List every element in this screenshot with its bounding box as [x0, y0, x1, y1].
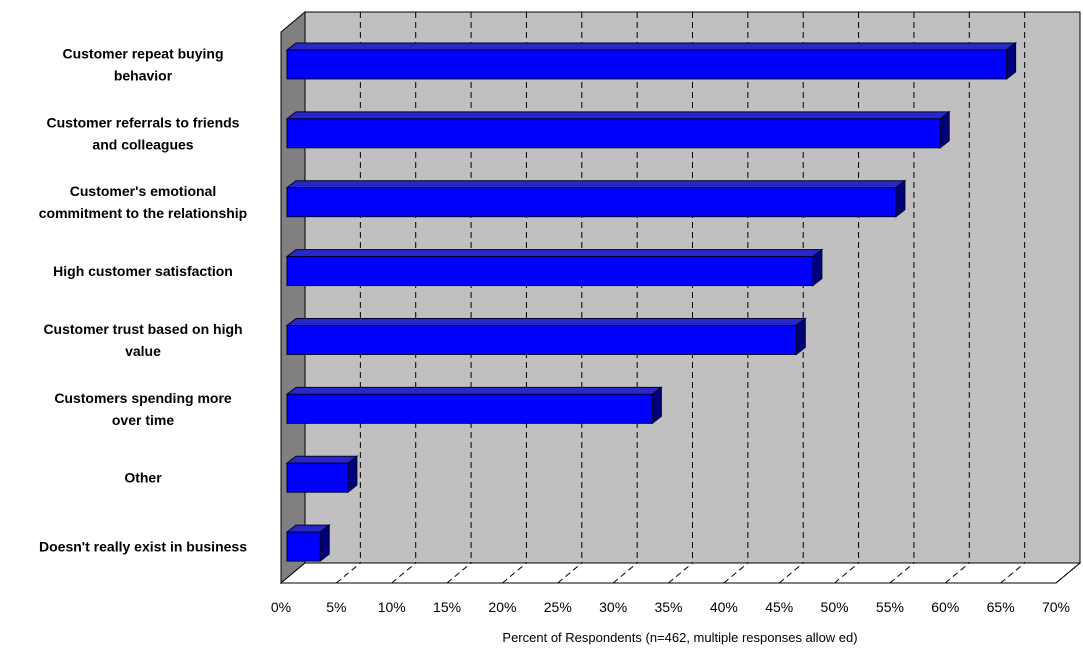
category-label: Customers spending more over time: [54, 390, 232, 428]
x-tick-label: 10%: [378, 599, 406, 615]
gridline-floor: [834, 562, 859, 584]
bar-side: [812, 248, 823, 287]
x-tick-label: 50%: [821, 599, 849, 615]
gridline-floor: [612, 562, 638, 584]
gridline-floor: [778, 562, 804, 584]
bar-side: [1006, 41, 1017, 80]
x-tick-label: 25%: [544, 599, 572, 615]
x-tick-label: 45%: [765, 599, 793, 615]
category-label: High customer satisfaction: [53, 263, 233, 279]
x-tick-label: 15%: [433, 599, 461, 615]
gridline-floor: [944, 562, 970, 584]
gridline-floor: [723, 562, 749, 584]
bar-front: [286, 49, 1008, 80]
gridline-floor: [502, 562, 527, 584]
bar-top: [285, 249, 824, 258]
bar-side: [319, 524, 330, 563]
x-tick-labels: 0% 5% 10% 15% 20% 25% 30% 35% 40% 45% 50% 55% 60% 65%…: [271, 599, 1070, 615]
bar-front: [286, 531, 321, 562]
bar-side: [939, 110, 950, 149]
plot-area: [279, 10, 1082, 585]
gridline-floor: [336, 562, 361, 584]
x-tick-label: 65%: [987, 599, 1015, 615]
bar: [285, 317, 807, 356]
category-label: Customer trust based on high value: [43, 321, 242, 359]
bar-front: [286, 462, 349, 493]
category-label-line: Customer's emotional: [70, 183, 216, 199]
x-tick-label: 5%: [326, 599, 346, 615]
x-tick-label: 40%: [710, 599, 738, 615]
category-label-line: and colleagues: [92, 136, 193, 152]
category-label-line: over time: [112, 412, 174, 428]
bar-top: [285, 180, 907, 189]
x-tick-label: 20%: [488, 599, 516, 615]
bar-front: [286, 118, 941, 149]
gridline-floor: [446, 562, 472, 584]
category-label-line: behavior: [114, 67, 173, 83]
bar-top: [285, 455, 359, 464]
category-label-line: Customer trust based on high: [43, 321, 242, 337]
bar-top: [285, 317, 807, 326]
bar-side: [795, 317, 806, 356]
category-label-line: Customer repeat buying: [62, 45, 223, 61]
bar-front: [286, 256, 814, 287]
category-label-line: Other: [124, 470, 162, 486]
gridline-floor: [889, 562, 915, 584]
gridline-floor: [557, 562, 583, 584]
bar-top: [285, 42, 1018, 51]
bar: [285, 41, 1018, 80]
bars: [285, 41, 1018, 563]
category-label-line: commitment to the relationship: [39, 205, 247, 221]
bar-side: [347, 455, 358, 494]
x-axis-title: Percent of Respondents (n=462, multiple …: [502, 630, 857, 645]
bar-front: [286, 324, 797, 355]
bar-top: [285, 386, 663, 395]
bar: [285, 386, 663, 425]
category-label: Other: [124, 470, 162, 486]
x-tick-label: 70%: [1042, 599, 1070, 615]
bar: [285, 455, 359, 494]
bar: [285, 179, 907, 218]
bar: [285, 248, 824, 287]
category-label-line: Doesn't really exist in business: [39, 539, 247, 555]
bar: [285, 110, 951, 149]
x-tick-label: 0%: [271, 599, 291, 615]
x-tick-label: 60%: [931, 599, 959, 615]
x-tick-label: 30%: [599, 599, 627, 615]
bar-front: [286, 393, 653, 424]
category-label: Customer referrals to friends and colleag…: [47, 114, 240, 152]
category-label: Customer repeat buying behavior: [62, 45, 223, 83]
gridline-floor: [668, 562, 693, 584]
bar: [285, 524, 331, 563]
category-label: Doesn't really exist in business: [39, 539, 247, 555]
x-tick-label: 35%: [654, 599, 682, 615]
category-label-line: Customers spending more: [54, 390, 232, 406]
category-label: Customer's emotional commitment to the re…: [39, 183, 247, 221]
gridline-floor: [391, 562, 417, 584]
plot-side-wall: [280, 10, 306, 585]
category-label-line: Customer referrals to friends: [47, 114, 240, 130]
category-label-line: High customer satisfaction: [53, 263, 233, 279]
gridline-floor: [1055, 562, 1081, 584]
bar-front: [286, 187, 897, 218]
category-label-line: value: [125, 343, 161, 359]
gridline-floor: [1000, 562, 1025, 584]
bar-top: [285, 111, 951, 120]
x-tick-label: 55%: [876, 599, 904, 615]
bar-side: [651, 386, 662, 425]
bar-side: [895, 179, 906, 218]
